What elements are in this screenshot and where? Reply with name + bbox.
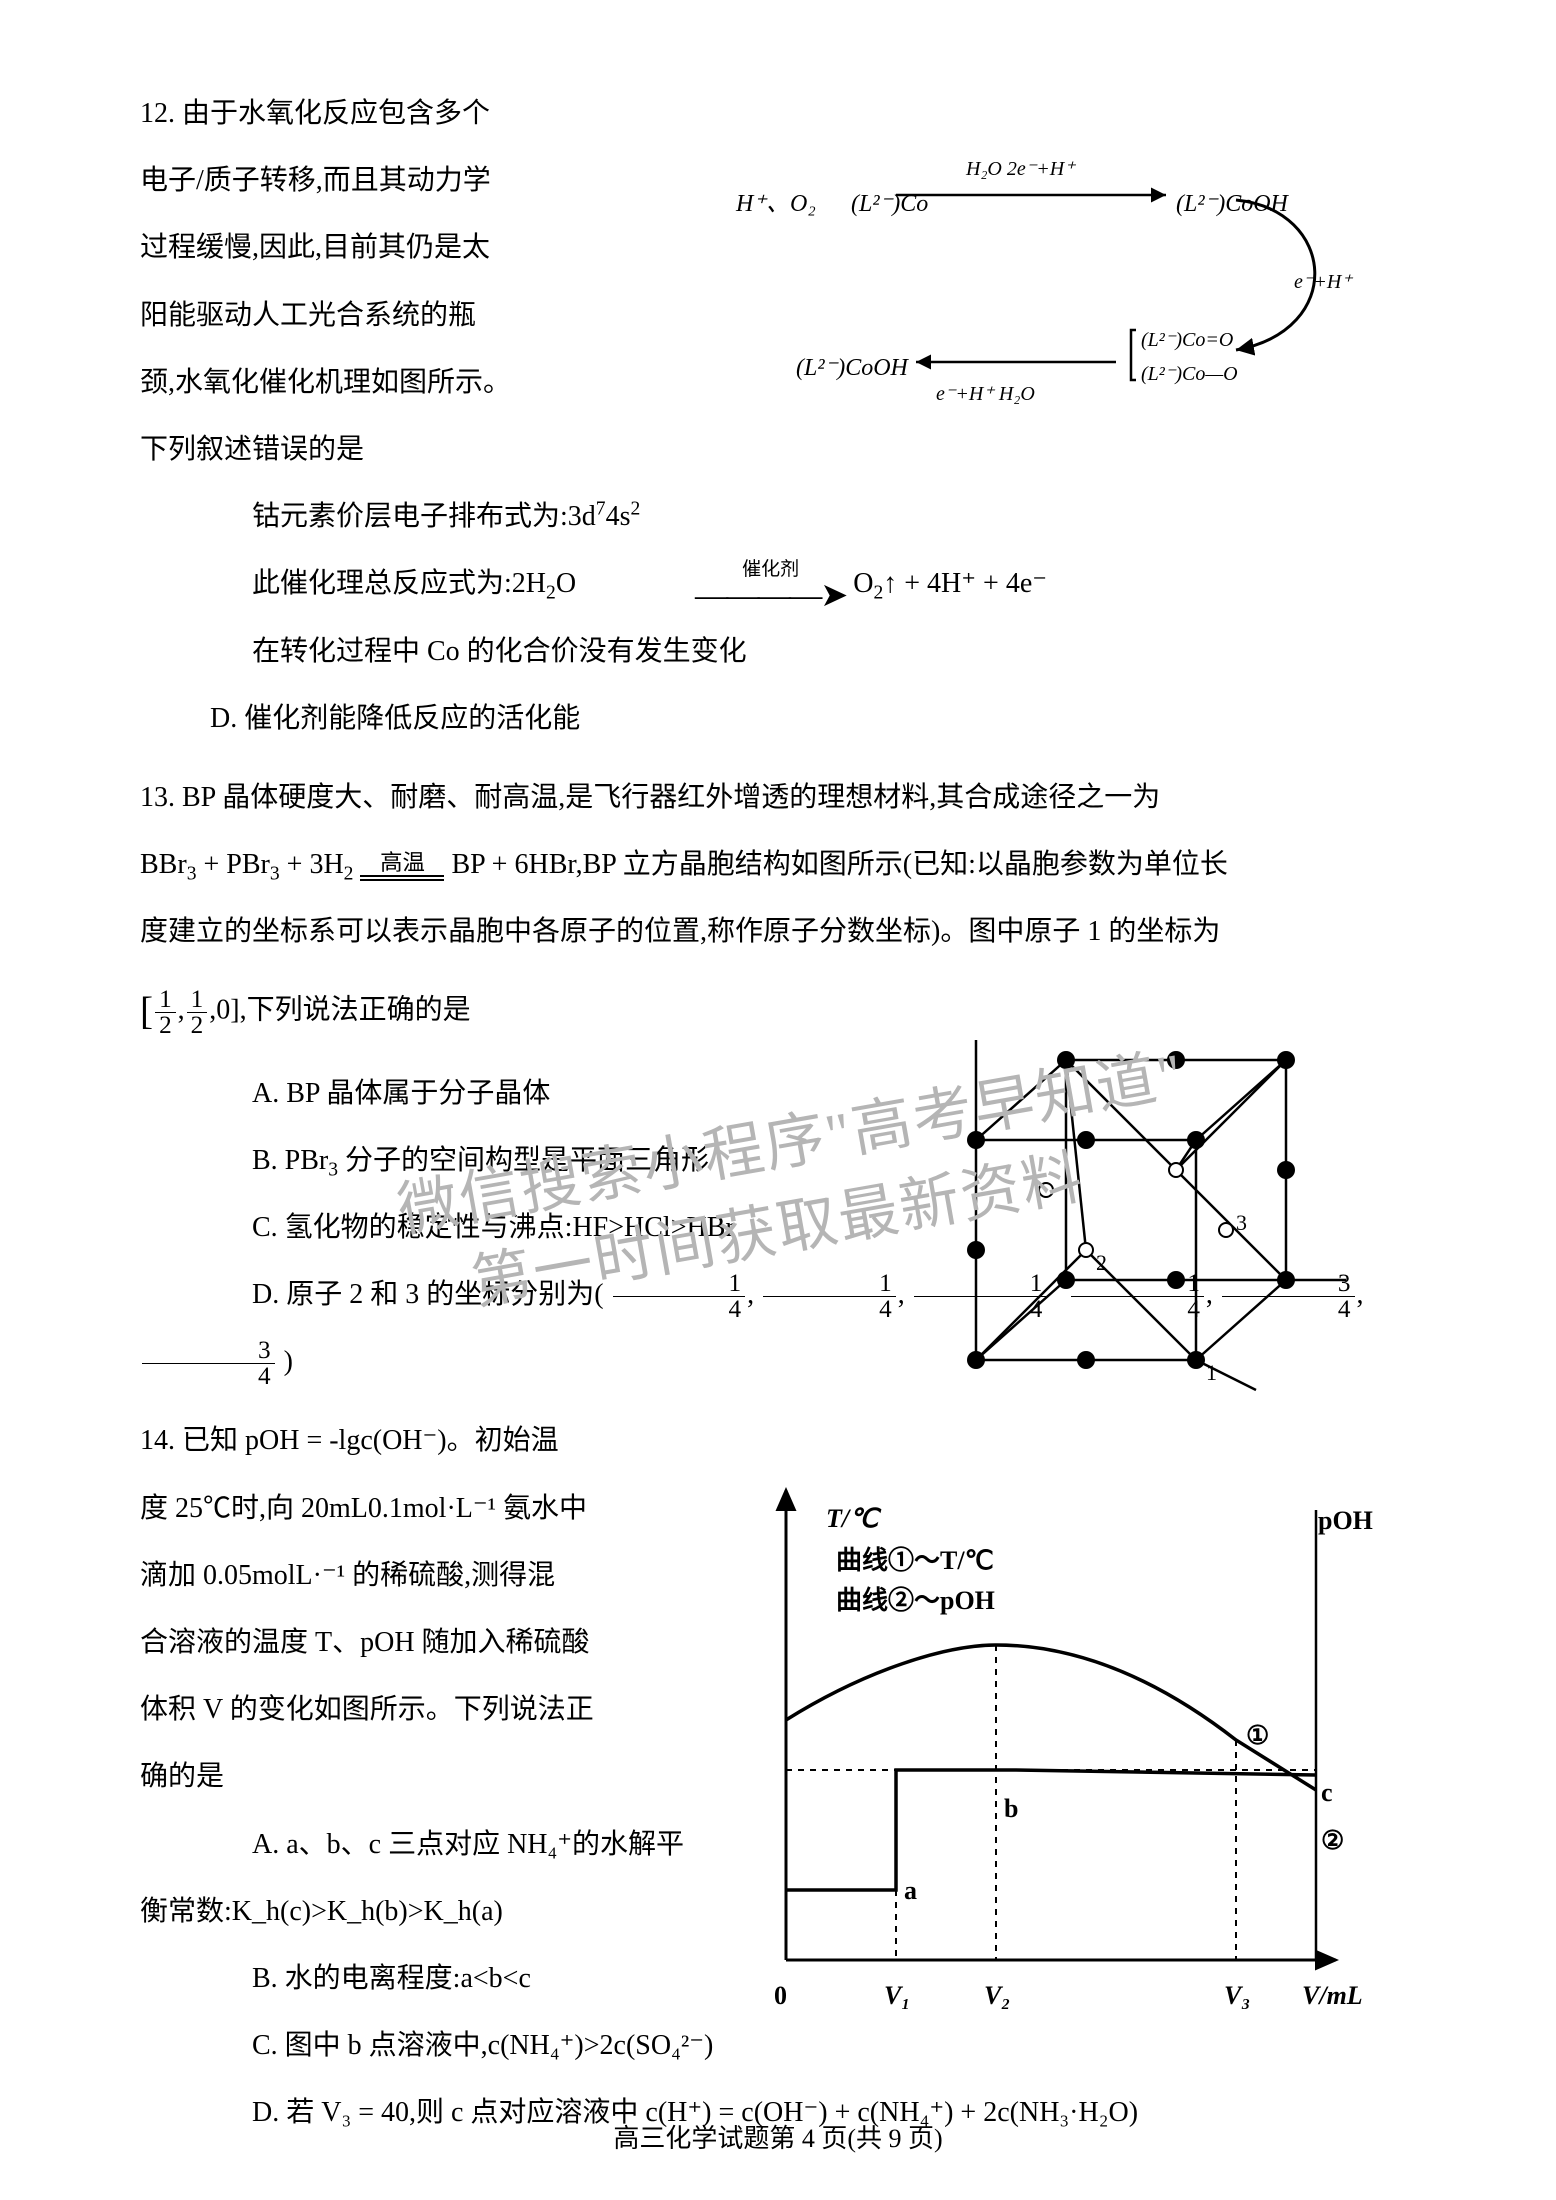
q12-line: 过程缓慢,因此,目前其仍是太 bbox=[140, 214, 780, 281]
d12-label: (L²⁻)CoOH bbox=[1176, 176, 1288, 234]
q12-intro: 12. 由于水氧化反应包含多个 电子/质子转移,而且其动力学 过程缓慢,因此,目… bbox=[140, 80, 780, 483]
diagram-q14-chart: T/℃ 曲线①～T/℃ 曲线②～pOH 0 V₁ V₂ V₃ V/mL a b … bbox=[716, 1470, 1356, 2000]
crystal-svg: 1 2 3 bbox=[916, 1020, 1356, 1400]
den: 4 bbox=[613, 1297, 746, 1322]
q13-equation: BBr3 + PBr3 + 3H2 高温 BP + 6HBr,BP 立方晶胞结构… bbox=[140, 831, 1436, 898]
svg-text:1: 1 bbox=[1206, 1360, 1217, 1385]
den: 4 bbox=[142, 1364, 275, 1389]
eq-doublearrow: 高温 bbox=[360, 852, 444, 880]
num: 1 bbox=[187, 987, 208, 1013]
num: 1 bbox=[763, 1271, 896, 1297]
q12-line: 颈,水氧化催化机理如图所示。 bbox=[140, 349, 780, 416]
q13-line1: 13. BP 晶体硬度大、耐磨、耐高温,是飞行器红外增透的理想材料,其合成途径之… bbox=[140, 764, 1436, 831]
arrow-over-text: 催化剂 bbox=[630, 560, 799, 579]
q14-intro: 14. 已知 pOH = -lgc(OH⁻)。初始温 度 25℃时,向 20mL… bbox=[140, 1407, 780, 1810]
chart-legend: 曲线②～pOH bbox=[836, 1570, 995, 1632]
text: O bbox=[556, 568, 583, 599]
text: + 3H bbox=[280, 849, 344, 880]
chart-x: V₂ bbox=[984, 1965, 1010, 2027]
q14-line: 度 25℃时,向 20mL0.1mol·L⁻¹ 氨水中 bbox=[140, 1475, 780, 1542]
text: 此催化理总反应式为:2H bbox=[252, 568, 546, 599]
svg-text:3: 3 bbox=[1236, 1210, 1247, 1235]
num: 1 bbox=[613, 1271, 746, 1297]
sub: 2 bbox=[344, 864, 354, 885]
q12-optB: 此催化理总反应式为:2H2O 催化剂 ————➤ O2↑ + 4H⁺ + 4e⁻ bbox=[140, 550, 1436, 617]
q14-line: 确的是 bbox=[140, 1743, 780, 1810]
fraction: 14 bbox=[763, 1271, 896, 1322]
den: 2 bbox=[187, 1013, 208, 1038]
text: D. 原子 2 和 3 的坐标分别为( bbox=[252, 1279, 604, 1310]
q12-line: 12. 由于水氧化反应包含多个 bbox=[140, 80, 780, 147]
q14-line: 14. 已知 pOH = -lgc(OH⁻)。初始温 bbox=[140, 1407, 780, 1474]
chart-xlabel: V/mL bbox=[1302, 1965, 1363, 2027]
d12-label: (L²⁻)CoOH bbox=[796, 340, 908, 398]
text: + PBr bbox=[196, 849, 269, 880]
bracket: [ bbox=[140, 990, 153, 1033]
chart-x: V₃ bbox=[1224, 1965, 1250, 2027]
arrow-annotated: 催化剂 ————➤ bbox=[583, 560, 846, 612]
d12-label: e⁻+H⁺ H₂O bbox=[936, 370, 1035, 418]
q12-line: 下列叙述错误的是 bbox=[140, 416, 780, 483]
q14-line: 体积 V 的变化如图所示。下列说法正 bbox=[140, 1676, 780, 1743]
text: 4s bbox=[606, 501, 631, 532]
under bbox=[360, 875, 444, 881]
chart-point: a bbox=[904, 1860, 917, 1922]
d12-label: H₂O 2e⁻+H⁺ bbox=[966, 145, 1075, 193]
text: ,0],下列说法正确的是 bbox=[209, 995, 470, 1026]
arrow: ————➤ bbox=[583, 579, 846, 612]
fraction: 14 bbox=[613, 1271, 746, 1322]
sub: 2 bbox=[873, 583, 883, 604]
text: O bbox=[853, 568, 873, 599]
over: 高温 bbox=[380, 852, 425, 874]
sub: 3 bbox=[328, 1159, 338, 1180]
sub: 2 bbox=[546, 583, 556, 604]
num: 1 bbox=[155, 987, 176, 1013]
chart-x: V₁ bbox=[884, 1965, 910, 2027]
d12-label: H⁺、O₂ bbox=[736, 176, 816, 234]
sup: 2 bbox=[630, 499, 640, 520]
sub: 3 bbox=[187, 864, 197, 885]
text: BBr bbox=[140, 849, 187, 880]
q12-optD: D. 催化剂能降低反应的活化能 bbox=[140, 685, 1436, 752]
chart-origin: 0 bbox=[774, 1965, 787, 2027]
text: 分子的空间构型是平面三角形 bbox=[338, 1145, 709, 1176]
den: 2 bbox=[155, 1013, 176, 1038]
q13-line3: 度建立的坐标系可以表示晶胞中各原子的位置,称作原子分数坐标)。图中原子 1 的坐… bbox=[140, 898, 1436, 965]
d12-label: e⁻+H⁺ bbox=[1294, 258, 1352, 306]
sup: 7 bbox=[596, 499, 606, 520]
chart-series: ① bbox=[1246, 1705, 1269, 1767]
fraction: 34 bbox=[142, 1338, 275, 1389]
q12-line: 阳能驱动人工光合系统的瓶 bbox=[140, 282, 780, 349]
den: 4 bbox=[763, 1297, 896, 1322]
svg-text:2: 2 bbox=[1096, 1250, 1107, 1275]
q12-optC: 在转化过程中 Co 的化合价没有发生变化 bbox=[140, 618, 1436, 685]
sub: 3 bbox=[270, 864, 280, 885]
num: 3 bbox=[142, 1338, 275, 1364]
text: 钴元素价层电子排布式为:3d bbox=[252, 501, 596, 532]
q12-optA: 钴元素价层电子排布式为:3d74s2 bbox=[140, 483, 1436, 550]
d12-label: (L²⁻)Co bbox=[851, 176, 928, 234]
text: BP + 6HBr,BP 立方晶胞结构如图所示(已知:以晶胞参数为单位长 bbox=[451, 849, 1227, 880]
q14-line: 滴加 0.05molL·⁻¹ 的稀硫酸,测得混 bbox=[140, 1542, 780, 1609]
diagram-q12: H⁺、O₂ H₂O 2e⁻+H⁺ (L²⁻)Co (L²⁻)CoOH e⁻+H⁺… bbox=[736, 140, 1356, 420]
chart-point: b bbox=[1004, 1778, 1018, 1840]
comma: , bbox=[178, 995, 185, 1026]
chart-series: ② bbox=[1321, 1810, 1344, 1872]
page-footer: 高三化学试题第 4 页(共 9 页) bbox=[0, 2108, 1556, 2170]
fraction: 12 bbox=[155, 987, 176, 1038]
text: B. PBr bbox=[252, 1145, 328, 1176]
q14-line: 合溶液的温度 T、pOH 随加入稀硫酸 bbox=[140, 1609, 780, 1676]
text: ↑ + 4H⁺ + 4e⁻ bbox=[883, 568, 1047, 599]
d12-label: (L²⁻)Co—O bbox=[1141, 350, 1238, 398]
diagram-q13-crystal: 1 2 3 bbox=[916, 1020, 1356, 1400]
text: ) bbox=[284, 1346, 293, 1377]
q12-line: 电子/质子转移,而且其动力学 bbox=[140, 147, 780, 214]
fraction: 12 bbox=[187, 987, 208, 1038]
